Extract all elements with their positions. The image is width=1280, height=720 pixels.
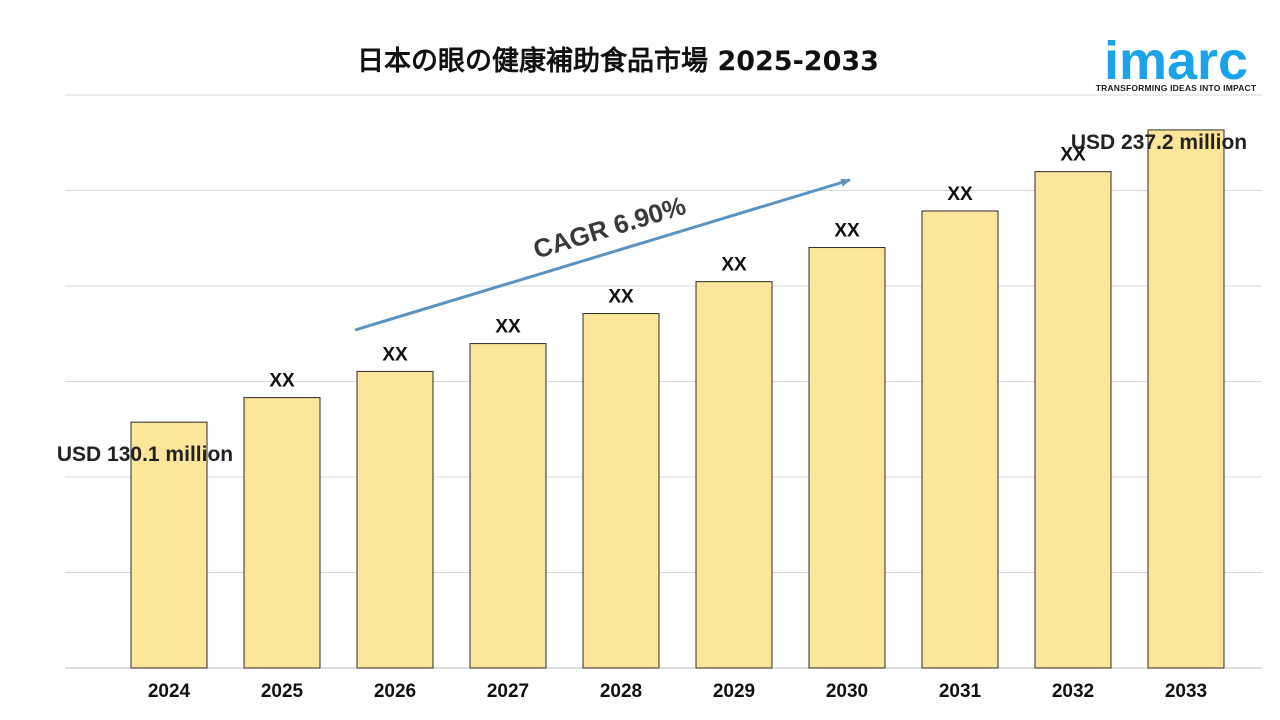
bar-2033 bbox=[1147, 129, 1225, 669]
bar-2026 bbox=[356, 370, 434, 669]
tick-label-2030: 2030 bbox=[826, 681, 868, 702]
data-label-2025: XX bbox=[269, 371, 295, 392]
data-label-2028: XX bbox=[608, 287, 634, 308]
tick-label-2026: 2026 bbox=[374, 681, 416, 702]
start-value-label: USD 130.1 million bbox=[57, 443, 233, 466]
data-labels: XX XX XX XX XX XX XX XX bbox=[269, 145, 1086, 392]
tick-label-2025: 2025 bbox=[261, 681, 304, 702]
tick-label-2033: 2033 bbox=[1165, 681, 1207, 702]
data-label-2032: XX bbox=[1060, 145, 1086, 166]
chart-title: 日本の眼の健康補助食品市場 2025-2033 bbox=[357, 45, 879, 77]
tick-label-2028: 2028 bbox=[600, 681, 642, 702]
tick-label-2024: 2024 bbox=[148, 681, 191, 702]
logo-tagline: TRANSFORMING IDEAS INTO IMPACT bbox=[1096, 83, 1257, 93]
data-label-2030: XX bbox=[834, 221, 860, 242]
bar-2028 bbox=[582, 313, 660, 669]
bar-2032 bbox=[1034, 171, 1112, 669]
bar-2025 bbox=[243, 397, 321, 669]
bar-2031 bbox=[921, 210, 999, 669]
bar-2030 bbox=[808, 247, 886, 669]
data-label-2027: XX bbox=[495, 317, 521, 338]
bar-2029 bbox=[695, 281, 773, 669]
data-label-2031: XX bbox=[947, 184, 973, 205]
data-label-2026: XX bbox=[382, 344, 408, 365]
tick-label-2031: 2031 bbox=[939, 681, 982, 702]
bar-2024 bbox=[130, 421, 208, 669]
bars bbox=[130, 129, 1225, 669]
tick-label-2027: 2027 bbox=[487, 681, 529, 702]
data-label-2029: XX bbox=[721, 255, 747, 276]
bar-2027 bbox=[469, 343, 547, 669]
logo-wordmark: imarc bbox=[1104, 31, 1248, 91]
tick-label-2032: 2032 bbox=[1052, 681, 1094, 702]
x-axis-ticks: 2024 2025 2026 2027 2028 2029 2030 2031 2032 2033 bbox=[148, 681, 1207, 702]
end-value-label: USD 237.2 million bbox=[1071, 131, 1247, 154]
tick-label-2029: 2029 bbox=[713, 681, 755, 702]
imarc-logo: imarc TRANSFORMING IDEAS INTO IMPACT bbox=[1096, 31, 1257, 93]
cagr-arrow bbox=[354, 178, 851, 332]
